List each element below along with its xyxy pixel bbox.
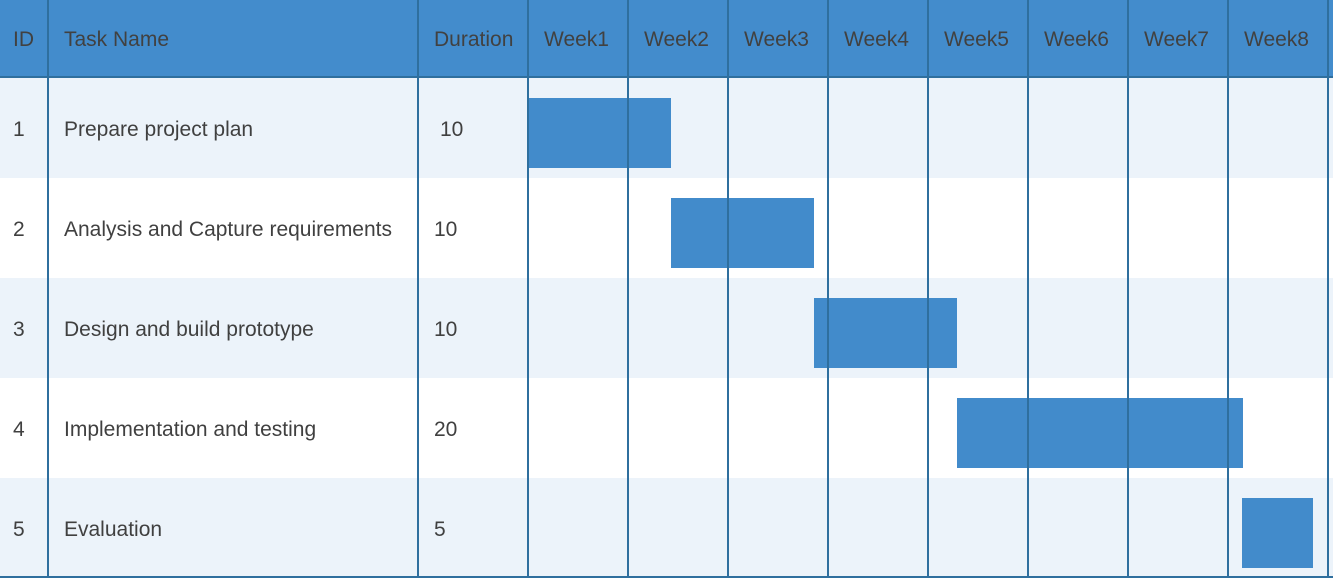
- header-week-6: Week6: [1044, 28, 1109, 51]
- task-id: 1: [13, 118, 25, 141]
- header-week-3: Week3: [744, 28, 809, 51]
- header-id: ID: [13, 28, 34, 51]
- task-bar-1[interactable]: [528, 98, 671, 168]
- grid-line: [727, 0, 729, 578]
- task-bar-5[interactable]: [1242, 498, 1313, 568]
- header-week-7: Week7: [1144, 28, 1209, 51]
- task-bar-3[interactable]: [814, 298, 957, 368]
- grid-line: [827, 0, 829, 578]
- grid-line: [1027, 0, 1029, 578]
- task-duration: 10: [440, 118, 464, 141]
- task-bar-4[interactable]: [957, 398, 1243, 468]
- task-id: 5: [13, 518, 25, 541]
- header-week-5: Week5: [944, 28, 1009, 51]
- task-id: 4: [13, 418, 25, 441]
- task-duration: 5: [434, 518, 446, 541]
- task-id: 2: [13, 218, 25, 241]
- task-duration: 20: [434, 418, 458, 441]
- task-duration: 10: [434, 318, 458, 341]
- task-duration: 10: [434, 218, 458, 241]
- grid-line: [1127, 0, 1129, 578]
- task-bar-2[interactable]: [671, 198, 814, 268]
- task-name: Analysis and Capture requirements: [64, 218, 393, 241]
- grid-line: [527, 0, 529, 578]
- header-duration: Duration: [434, 28, 514, 51]
- header-week-8: Week8: [1244, 28, 1309, 51]
- table-row: 3 Design and build prototype 10: [0, 278, 1333, 378]
- grid-line: [1227, 0, 1229, 578]
- bottom-border: [0, 576, 1333, 578]
- task-name: Evaluation: [64, 518, 163, 541]
- task-id: 3: [13, 318, 25, 341]
- task-name: Implementation and testing: [64, 418, 317, 441]
- grid-line: [417, 0, 419, 578]
- header-week-4: Week4: [844, 28, 909, 51]
- header-week-2: Week2: [644, 28, 709, 51]
- task-name: Design and build prototype: [64, 318, 314, 341]
- header-week-1: Week1: [544, 28, 609, 51]
- header-task-name: Task Name: [64, 28, 170, 51]
- task-name: Prepare project plan: [64, 118, 254, 141]
- grid-line: [627, 0, 629, 578]
- table-row: 2 Analysis and Capture requirements 10: [0, 178, 1333, 278]
- table-header: ID Task Name Duration Week1 Week2 Week3 Wee…: [0, 0, 1333, 78]
- table-row: 5 Evaluation 5: [0, 478, 1333, 578]
- grid-line: [47, 0, 49, 578]
- grid-line: [1327, 0, 1329, 578]
- grid-line: [927, 0, 929, 578]
